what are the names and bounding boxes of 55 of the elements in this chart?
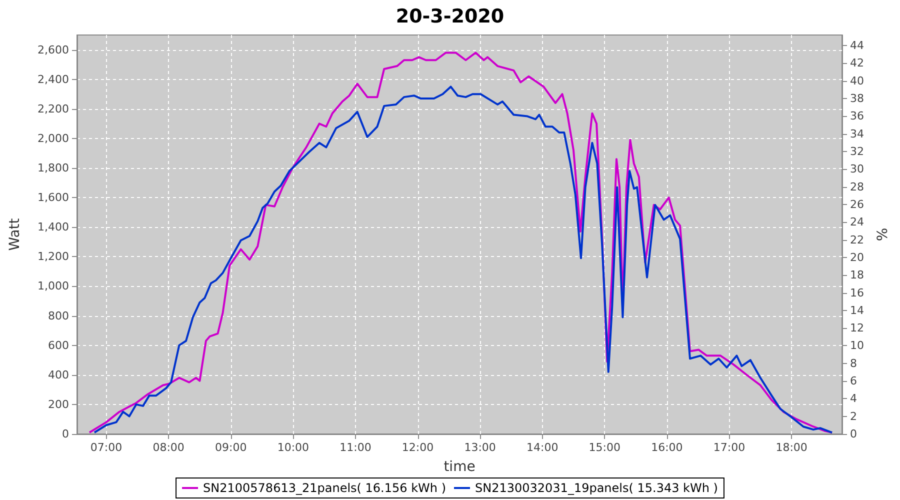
y2-tick-label: 6 — [850, 374, 857, 388]
y-tick-label: 200 — [48, 398, 69, 411]
y-tick-label: 400 — [48, 368, 69, 382]
y2-tick-label: 14 — [850, 304, 864, 317]
y2-tick-label: 42 — [850, 56, 864, 70]
y2-tick-label: 32 — [850, 145, 864, 158]
x-tick-label: 07:00 — [90, 441, 122, 454]
y-tick-label: 800 — [48, 309, 69, 322]
y-tick-label: 1,600 — [38, 191, 69, 204]
y2-tick-label: 20 — [850, 250, 864, 264]
y2-tick-label: 22 — [850, 233, 864, 246]
y-tick-label: 0 — [62, 428, 69, 440]
legend-label: SN2130032031_19panels( 15.343 kWh ) — [475, 481, 718, 495]
x-tick-label: 16:00 — [651, 441, 683, 454]
y-tick-label: 600 — [48, 338, 69, 352]
chart-title: 20-3-2020 — [396, 6, 504, 28]
y-axis-title: Watt — [7, 218, 23, 251]
y2-tick-label: 40 — [850, 74, 864, 88]
x-tick-label: 11:00 — [340, 441, 372, 454]
y2-tick-label: 2 — [850, 410, 857, 423]
x-tick-label: 14:00 — [526, 441, 558, 454]
y-tick-label: 1,400 — [38, 220, 69, 234]
y2-tick-label: 12 — [850, 322, 864, 335]
y-tick-label: 2,600 — [38, 43, 69, 56]
y2-tick-label: 26 — [850, 198, 864, 211]
y2-tick-label: 34 — [850, 127, 864, 140]
y2-tick-label: 36 — [850, 110, 864, 123]
x-tick-label: 10:00 — [277, 441, 310, 454]
y-tick-label: 2,000 — [38, 132, 69, 145]
x-tick-label: 17:00 — [713, 441, 746, 454]
x-tick-label: 09:00 — [215, 441, 247, 454]
x-tick-label: 13:00 — [464, 441, 496, 454]
y2-tick-label: 24 — [850, 216, 864, 229]
y2-tick-label: 30 — [850, 162, 864, 176]
y2-axis-title: % — [875, 228, 891, 242]
y-tick-label: 1,200 — [38, 250, 69, 264]
y-tick-label: 1,000 — [38, 280, 69, 293]
y-tick-label: 1,800 — [38, 162, 69, 174]
y2-tick-label: 38 — [850, 92, 864, 106]
x-axis-title: time — [444, 459, 476, 475]
x-tick-label: 15:00 — [588, 441, 620, 454]
y-tick-label: 2,400 — [38, 72, 69, 86]
y2-tick-label: 10 — [850, 339, 864, 352]
legend-label: SN2100578613_21panels( 16.156 kWh ) — [203, 481, 446, 495]
y2-tick-label: 44 — [850, 39, 864, 52]
y2-tick-label: 8 — [850, 356, 857, 370]
y2-tick-label: 18 — [850, 268, 864, 282]
x-tick-label: 18:00 — [776, 441, 808, 454]
x-tick-label: 08:00 — [152, 441, 184, 454]
y2-tick-label: 16 — [850, 286, 864, 300]
y-tick-label: 2,200 — [38, 102, 69, 116]
y2-tick-label: 28 — [850, 180, 864, 194]
y2-tick-label: 4 — [850, 392, 857, 406]
y2-tick-label: 0 — [850, 428, 857, 440]
x-tick-label: 12:00 — [402, 441, 434, 454]
